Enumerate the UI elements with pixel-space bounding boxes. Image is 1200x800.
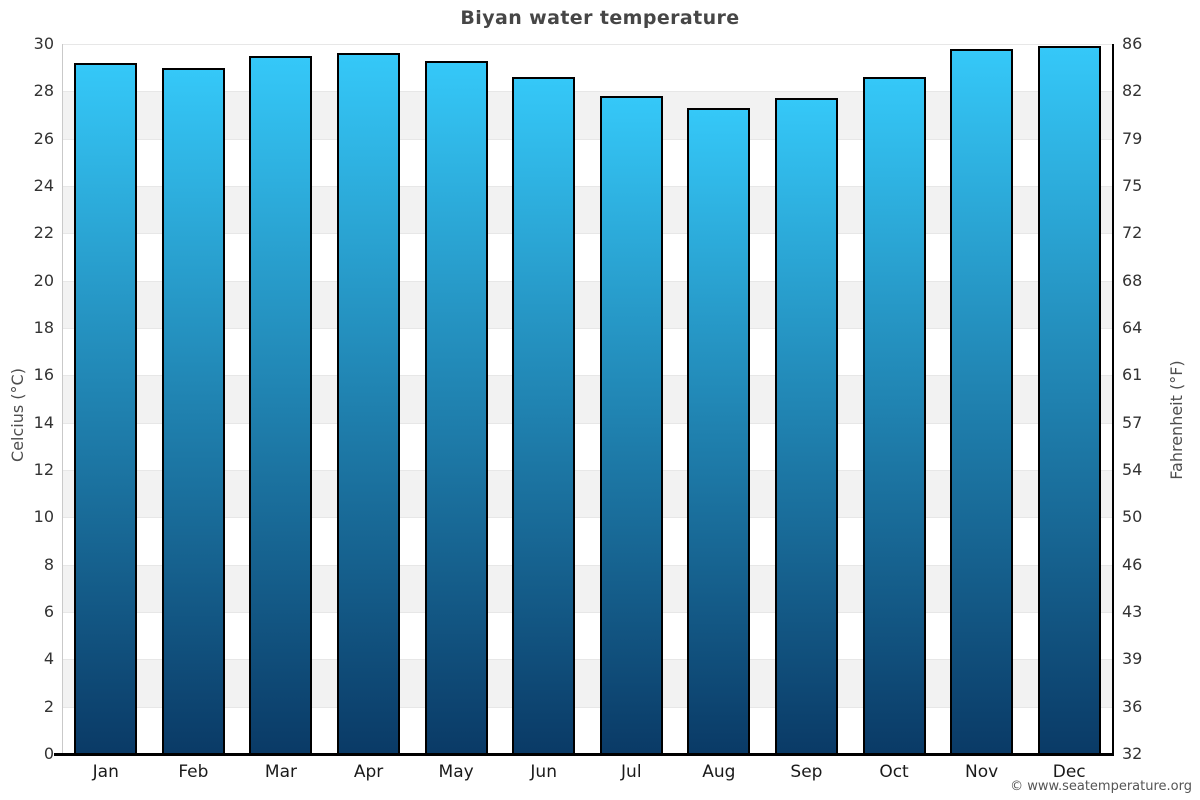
grid-band [62, 44, 1113, 92]
y-tick-right-82: 82 [1122, 81, 1143, 101]
y-tick-left-28: 28 [33, 81, 54, 101]
y-tick-left-30: 30 [33, 34, 54, 53]
chart-title: Biyan water temperature [460, 7, 740, 29]
y-tick-right-54: 54 [1122, 460, 1143, 479]
grid-band [62, 186, 1113, 234]
x-tick-dec: Dec [1052, 762, 1086, 782]
y-tick-right-50: 50 [1122, 507, 1143, 527]
x-tick-nov: Nov [965, 762, 999, 782]
y-tick-left-20: 20 [33, 270, 54, 290]
y-tick-right-36: 36 [1122, 696, 1143, 716]
y-tick-left-6: 6 [43, 602, 54, 621]
y-tick-right-43: 43 [1122, 602, 1143, 621]
bar-oct [862, 77, 926, 754]
bar-sep [774, 98, 838, 754]
y-tick-left-0: 0 [43, 744, 54, 763]
x-tick-jan: Jan [92, 762, 119, 782]
y-tick-left-16: 16 [33, 365, 54, 385]
x-tick-may: May [438, 762, 474, 782]
x-tick-jul: Jul [621, 762, 642, 782]
y-tick-left-24: 24 [33, 176, 54, 195]
copyright-text: © www.seatemperature.org [1010, 779, 1192, 794]
y-tick-right-79: 79 [1122, 128, 1143, 148]
y-tick-left-10: 10 [33, 507, 54, 527]
y-tick-right-61: 61 [1122, 365, 1143, 385]
y-tick-left-26: 26 [33, 128, 54, 148]
y-tick-right-68: 68 [1122, 270, 1143, 290]
bar-feb [161, 67, 225, 754]
y-tick-right-64: 64 [1122, 318, 1143, 337]
right-axis-line [1112, 44, 1114, 756]
bar-nov [950, 48, 1014, 754]
bar-aug [687, 107, 751, 754]
grid-band [62, 375, 1113, 423]
y-tick-left-4: 4 [43, 649, 54, 669]
bar-jul [599, 96, 663, 754]
x-tick-sep: Sep [790, 762, 823, 782]
y-tick-left-22: 22 [33, 223, 54, 243]
x-tick-jun: Jun [530, 762, 557, 782]
grid-band [62, 564, 1113, 612]
grid-band [62, 280, 1113, 328]
grid-band [62, 517, 1113, 565]
y-tick-right-86: 86 [1122, 34, 1143, 53]
x-tick-feb: Feb [178, 762, 209, 782]
x-tick-oct: Oct [879, 762, 909, 782]
grid-band [62, 138, 1113, 186]
x-tick-aug: Aug [702, 762, 736, 782]
y-tick-right-75: 75 [1122, 176, 1143, 195]
left-axis-line [62, 44, 63, 754]
x-tick-apr: Apr [353, 762, 384, 782]
y-tick-left-2: 2 [43, 696, 54, 716]
y-tick-left-18: 18 [33, 318, 54, 337]
x-axis-line [54, 753, 1114, 756]
bar-apr [337, 53, 401, 754]
y-tick-left-14: 14 [33, 412, 54, 432]
y-tick-left-8: 8 [43, 554, 54, 574]
grid-band [62, 328, 1113, 376]
grid-band [62, 470, 1113, 518]
x-tick-mar: Mar [264, 762, 297, 782]
grid-band [62, 91, 1113, 139]
bar-jan [74, 62, 138, 754]
grid-band [62, 659, 1113, 707]
y-tick-right-32: 32 [1122, 744, 1143, 763]
y-tick-left-12: 12 [33, 460, 54, 479]
grid-band [62, 706, 1113, 754]
y-tick-right-46: 46 [1122, 554, 1143, 574]
bar-mar [249, 55, 313, 754]
bar-dec [1037, 46, 1101, 754]
y-tick-right-72: 72 [1122, 223, 1143, 243]
bar-may [424, 60, 488, 754]
grid-band [62, 422, 1113, 470]
grid-band [62, 233, 1113, 281]
y-tick-right-39: 39 [1122, 649, 1143, 669]
bar-jun [512, 77, 576, 754]
y-tick-right-57: 57 [1122, 412, 1143, 432]
grid-band [62, 612, 1113, 660]
